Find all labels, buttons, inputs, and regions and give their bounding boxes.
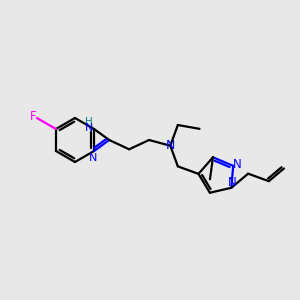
Text: N: N	[228, 176, 237, 189]
Text: N: N	[233, 158, 242, 171]
Text: F: F	[30, 110, 36, 124]
Text: H: H	[85, 117, 93, 127]
Text: N: N	[89, 153, 97, 163]
Text: N: N	[166, 139, 175, 152]
Text: N: N	[85, 123, 93, 133]
